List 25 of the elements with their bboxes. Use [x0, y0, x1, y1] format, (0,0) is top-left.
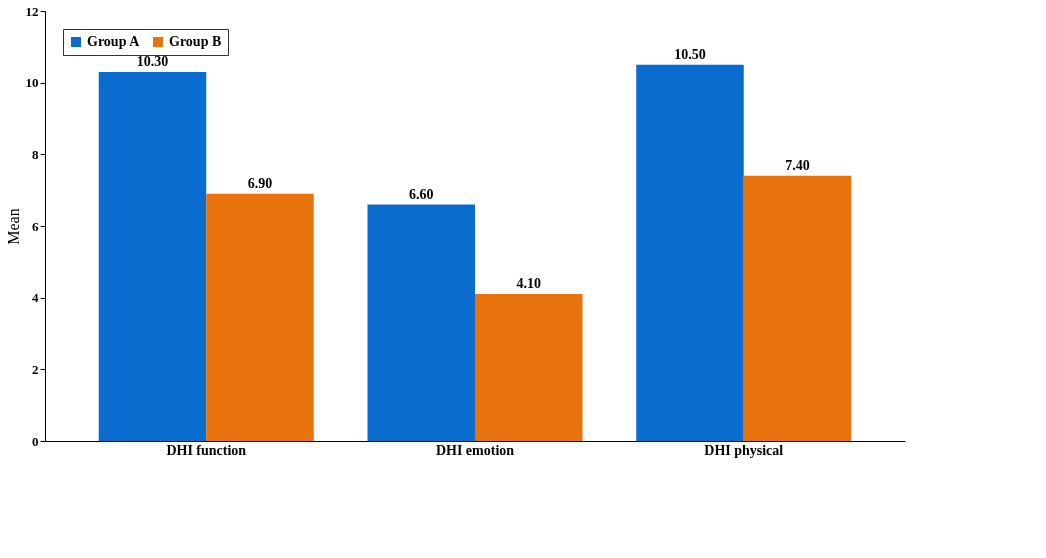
bar [367, 204, 475, 441]
data-label: 6.60 [409, 186, 434, 202]
x-tick-label: DHI emotion [435, 442, 515, 458]
y-tick-label: 12 [25, 3, 39, 19]
bar [743, 175, 852, 441]
bar [98, 71, 207, 441]
y-tick-label: 0 [32, 433, 39, 449]
y-tick-label: 2 [32, 361, 39, 377]
y-tick-label: 10 [25, 75, 39, 91]
data-label: 6.90 [247, 175, 273, 191]
y-tick-label: 8 [32, 146, 39, 162]
legend-label: Group B [169, 34, 222, 49]
data-label: 10.30 [136, 53, 169, 69]
x-tick-label: DHI function [166, 442, 247, 458]
x-tick-label: DHI physical [704, 442, 784, 458]
data-label: 7.40 [785, 157, 810, 173]
data-label: 4.10 [516, 276, 541, 292]
bar [206, 193, 314, 441]
y-tick-label: 4 [32, 290, 39, 306]
bar [636, 64, 744, 441]
data-label: 10.50 [674, 46, 706, 62]
legend-label: Group A [87, 34, 141, 49]
y-tick-label: 6 [32, 218, 39, 234]
bar [475, 294, 583, 441]
y-axis-title: Mean [4, 208, 22, 245]
